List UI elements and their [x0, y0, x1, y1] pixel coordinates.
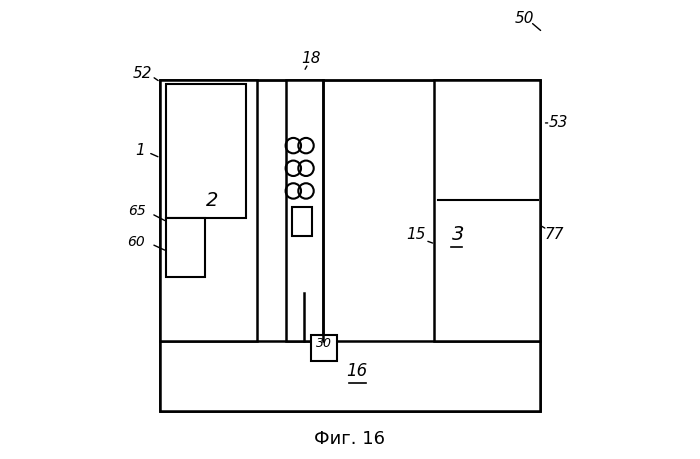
- Bar: [160, 80, 540, 411]
- Text: 2: 2: [206, 190, 218, 209]
- Text: 3: 3: [452, 224, 464, 244]
- Text: Фиг. 16: Фиг. 16: [314, 430, 386, 448]
- Text: 52: 52: [132, 66, 152, 81]
- Text: 1: 1: [136, 143, 146, 157]
- Bar: [160, 80, 257, 341]
- Text: 30: 30: [316, 337, 332, 350]
- Bar: [160, 341, 540, 411]
- Text: 50: 50: [514, 11, 534, 26]
- Bar: [167, 218, 205, 277]
- Bar: [286, 80, 323, 341]
- Text: 60: 60: [127, 235, 144, 249]
- Text: 65: 65: [128, 204, 146, 218]
- Text: 77: 77: [545, 227, 564, 241]
- Text: 15: 15: [406, 227, 426, 241]
- Bar: [167, 84, 246, 218]
- Bar: [434, 80, 540, 341]
- Text: 18: 18: [302, 50, 321, 66]
- Text: 53: 53: [549, 116, 568, 130]
- Bar: [311, 335, 337, 361]
- Text: 16: 16: [346, 362, 368, 380]
- Bar: [291, 207, 312, 236]
